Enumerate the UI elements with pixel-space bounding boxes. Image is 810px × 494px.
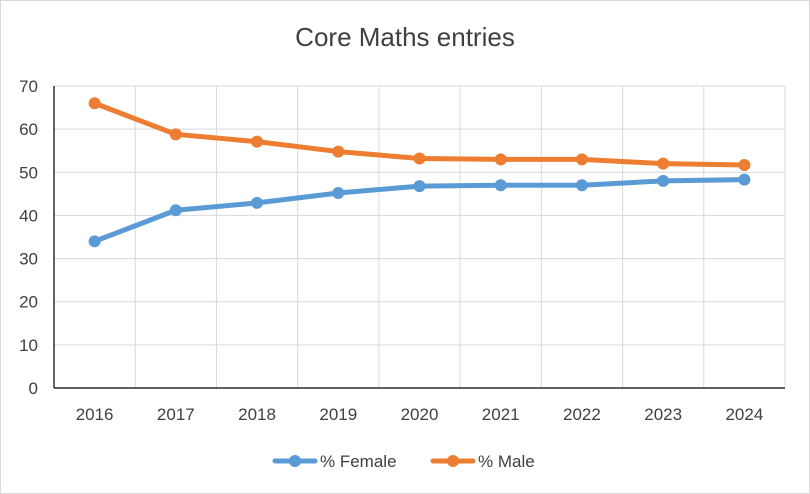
data-point [169,204,182,217]
data-point [332,186,345,199]
legend-swatch-marker [289,455,301,467]
y-tick-label: 50 [19,163,38,182]
chart-title: Core Maths entries [295,22,515,52]
data-point [657,157,670,170]
x-tick-label: 2020 [401,405,439,424]
data-point [738,173,751,186]
data-point [251,135,264,148]
data-point [332,145,345,158]
x-tick-label: 2019 [319,405,357,424]
data-point [738,158,751,171]
y-tick-label: 20 [19,293,38,312]
x-tick-label: 2022 [563,405,601,424]
y-tick-label: 60 [19,120,38,139]
data-point [169,128,182,141]
x-tick-label: 2021 [482,405,520,424]
data-point [494,153,507,166]
y-tick-label: 70 [19,77,38,96]
legend-label: % Female [320,452,397,471]
data-point [494,179,507,192]
data-point [251,196,264,209]
data-point [657,174,670,187]
data-point [88,235,101,248]
x-tick-label: 2016 [76,405,114,424]
data-point [575,179,588,192]
x-tick-label: 2024 [725,405,763,424]
legend-swatch-marker [447,455,459,467]
y-tick-label: 40 [19,206,38,225]
x-tick-label: 2023 [644,405,682,424]
y-tick-label: 0 [29,379,38,398]
data-point [575,153,588,166]
data-point [88,97,101,110]
data-point [413,152,426,165]
x-tick-label: 2017 [157,405,195,424]
x-tick-label: 2018 [238,405,276,424]
y-tick-label: 10 [19,336,38,355]
y-tick-label: 30 [19,250,38,269]
data-point [413,180,426,193]
legend-label: % Male [478,452,535,471]
